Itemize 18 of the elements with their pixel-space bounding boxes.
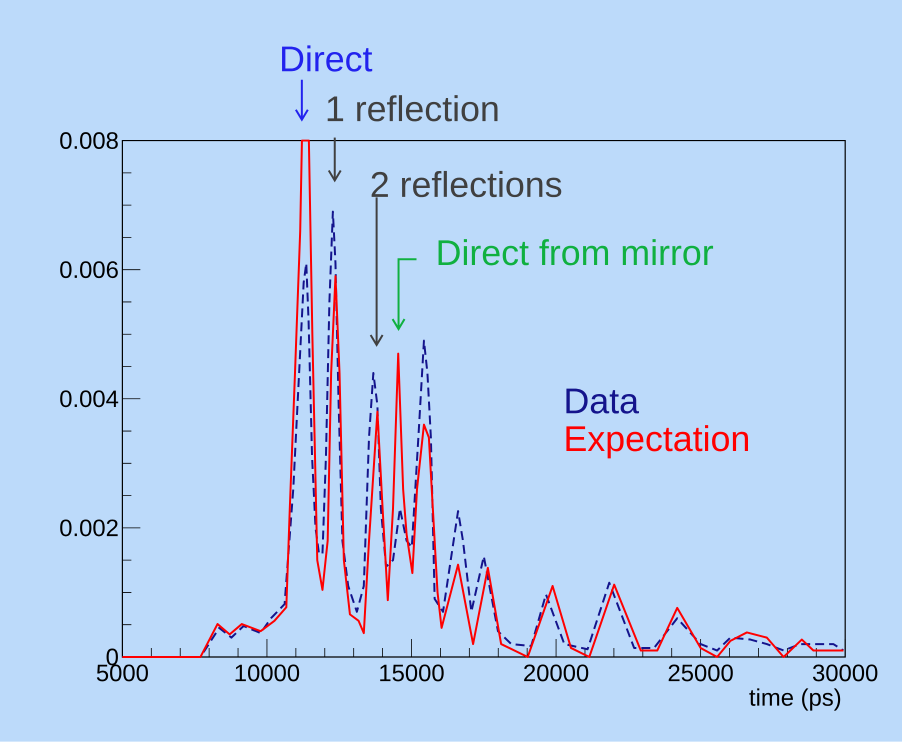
y-tick-label: 0.006 (60, 261, 118, 278)
text: Data (566, 388, 640, 414)
x-tick-label: 20000 (524, 664, 588, 682)
annotation: Direct from mirror (438, 239, 714, 266)
text: 1 reflection (328, 95, 498, 122)
text: Direct (282, 45, 372, 72)
text: Expectation (566, 425, 748, 459)
x-tick-label: 10000 (236, 664, 300, 682)
x-tick-label: 25000 (668, 664, 733, 682)
x-tick-label: 5000 (96, 664, 148, 682)
y-tick-label: 0 (106, 648, 118, 666)
x-tick-label: 15000 (380, 664, 444, 682)
x-axis-title: time (ps) (749, 688, 840, 711)
x-tick-label: 30000 (812, 664, 878, 682)
y-tick-label: 0.002 (60, 520, 118, 536)
y-tick-label: 0.008 (60, 132, 118, 150)
annotation: 2 reflections (372, 171, 562, 198)
y-tick-label: 0.004 (60, 390, 118, 408)
